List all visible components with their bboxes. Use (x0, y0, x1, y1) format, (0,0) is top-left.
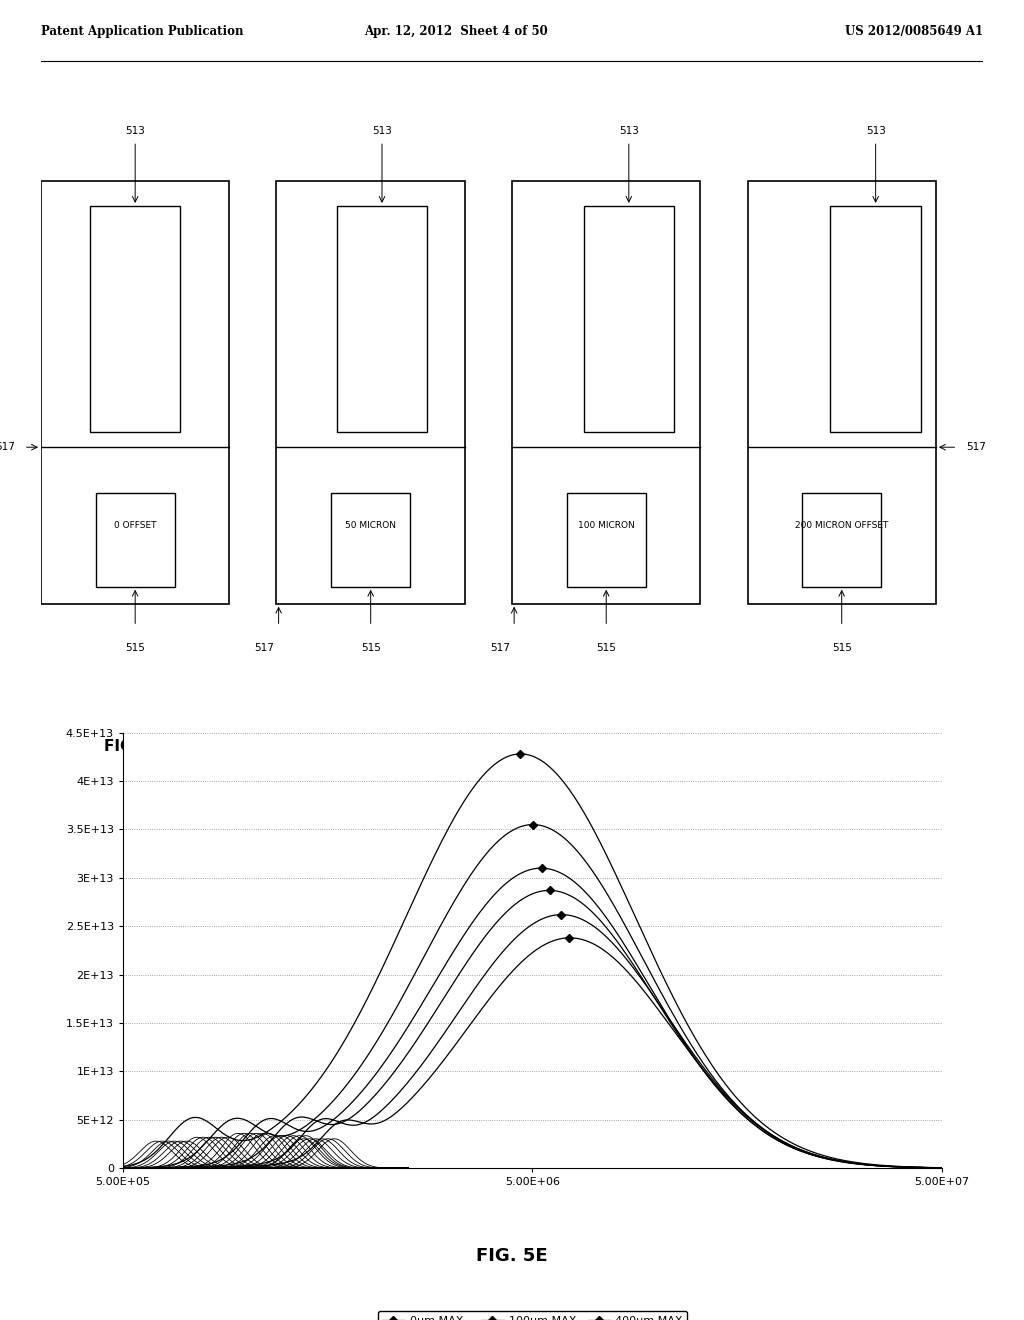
Text: Apr. 12, 2012  Sheet 4 of 50: Apr. 12, 2012 Sheet 4 of 50 (364, 25, 548, 38)
Text: 513: 513 (618, 125, 639, 136)
Text: 0 OFFSET: 0 OFFSET (114, 521, 157, 529)
Text: 200 MICRON OFFSET: 200 MICRON OFFSET (795, 521, 889, 529)
Text: 513: 513 (125, 125, 145, 136)
Bar (748, 181, 936, 603)
Text: US 2012/0085649 A1: US 2012/0085649 A1 (845, 25, 983, 38)
Text: FIG. 5E: FIG. 5E (476, 1247, 548, 1266)
Bar (512, 181, 700, 603)
Bar (584, 206, 674, 433)
Text: 100 MICRON: 100 MICRON (578, 521, 635, 529)
Bar (41, 181, 229, 603)
Bar (802, 492, 882, 587)
Text: 515: 515 (125, 643, 145, 653)
Text: FIG. 5A: FIG. 5A (104, 739, 166, 754)
Text: Patent Application Publication: Patent Application Publication (41, 25, 244, 38)
Text: 517: 517 (254, 643, 274, 653)
Bar (95, 492, 175, 587)
Text: 515: 515 (360, 643, 381, 653)
Legend: 0μm MAX, 50μm MAX, 100μm MAX, 200μm MAX, 400μm MAX, 500μm MAX: 0μm MAX, 50μm MAX, 100μm MAX, 200μm MAX,… (378, 1311, 687, 1320)
Text: FIG. 5B: FIG. 5B (340, 739, 401, 754)
Text: 515: 515 (831, 643, 852, 653)
Bar (331, 492, 411, 587)
Bar (566, 492, 646, 587)
Bar (276, 181, 465, 603)
Text: 517: 517 (489, 643, 510, 653)
Text: 517: 517 (0, 442, 15, 453)
Bar (90, 206, 180, 433)
Bar (337, 206, 427, 433)
Text: 517: 517 (966, 442, 986, 453)
Text: 513: 513 (372, 125, 392, 136)
Text: FIG. 5C: FIG. 5C (575, 739, 637, 754)
Text: FIG. 5D: FIG. 5D (810, 739, 873, 754)
Text: 515: 515 (596, 643, 616, 653)
Bar (830, 206, 921, 433)
Text: 50 MICRON: 50 MICRON (345, 521, 396, 529)
Text: 513: 513 (865, 125, 886, 136)
